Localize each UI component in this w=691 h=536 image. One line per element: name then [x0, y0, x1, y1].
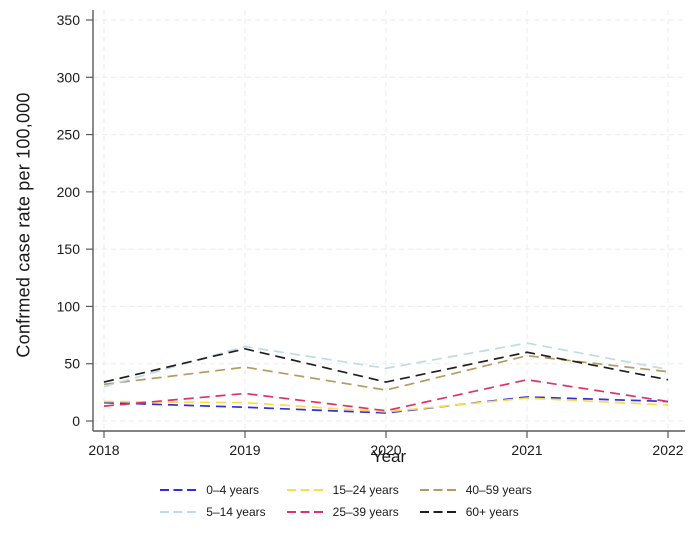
y-tick-label-350: 350 — [57, 12, 81, 28]
legend-item-40-59-years: 40–59 years — [419, 483, 532, 497]
legend-label: 0–4 years — [206, 483, 259, 497]
series-line-15-24-years — [103, 397, 669, 413]
x-tick-label-2022: 2022 — [652, 442, 683, 458]
legend-item-25-39-years: 25–39 years — [286, 505, 399, 519]
plot-area: 0 50 100 150 200 250 300 350 2018 2019 2020 2021 202… — [57, 10, 685, 458]
legend-key-line-icon — [419, 511, 456, 513]
y-tick-label-50: 50 — [64, 356, 80, 372]
legend-item-0-4-years: 0–4 years — [159, 483, 265, 497]
legend-label: 60+ years — [465, 505, 519, 519]
legend-key-line-icon — [419, 489, 456, 491]
legend-label: 40–59 years — [465, 483, 532, 497]
legend-key-line-icon — [160, 511, 197, 513]
legend: 0–4 years 15–24 years 40–59 years 5–14 year… — [0, 483, 691, 519]
y-tick-label-250: 250 — [57, 127, 81, 143]
legend-key-line-icon — [160, 489, 197, 491]
x-tick-label-2018: 2018 — [88, 442, 119, 458]
series-line-0-4-years — [103, 396, 669, 414]
series-line-60-plus-years — [103, 347, 669, 383]
x-tick-label-2021: 2021 — [511, 442, 542, 458]
x-tick-label-2020: 2020 — [370, 442, 401, 458]
legend-label: 25–39 years — [332, 505, 399, 519]
legend-label: 15–24 years — [332, 483, 399, 497]
legend-label: 5–14 years — [206, 505, 266, 519]
x-axis-title: Year — [371, 447, 407, 466]
x-tick-label-2019: 2019 — [229, 442, 260, 458]
legend-key-line-icon — [286, 489, 323, 491]
legend-item-15-24-years: 15–24 years — [286, 483, 399, 497]
legend-item-5-14-years: 5–14 years — [159, 505, 266, 519]
y-tick-label-300: 300 — [57, 69, 81, 85]
y-tick-label-150: 150 — [57, 241, 81, 257]
y-tick-label-200: 200 — [57, 184, 81, 200]
legend-key-line-icon — [286, 511, 323, 513]
legend-item-60-plus-years: 60+ years — [419, 505, 532, 519]
y-tick-label-0: 0 — [72, 413, 80, 429]
y-tick-label-100: 100 — [57, 298, 81, 314]
